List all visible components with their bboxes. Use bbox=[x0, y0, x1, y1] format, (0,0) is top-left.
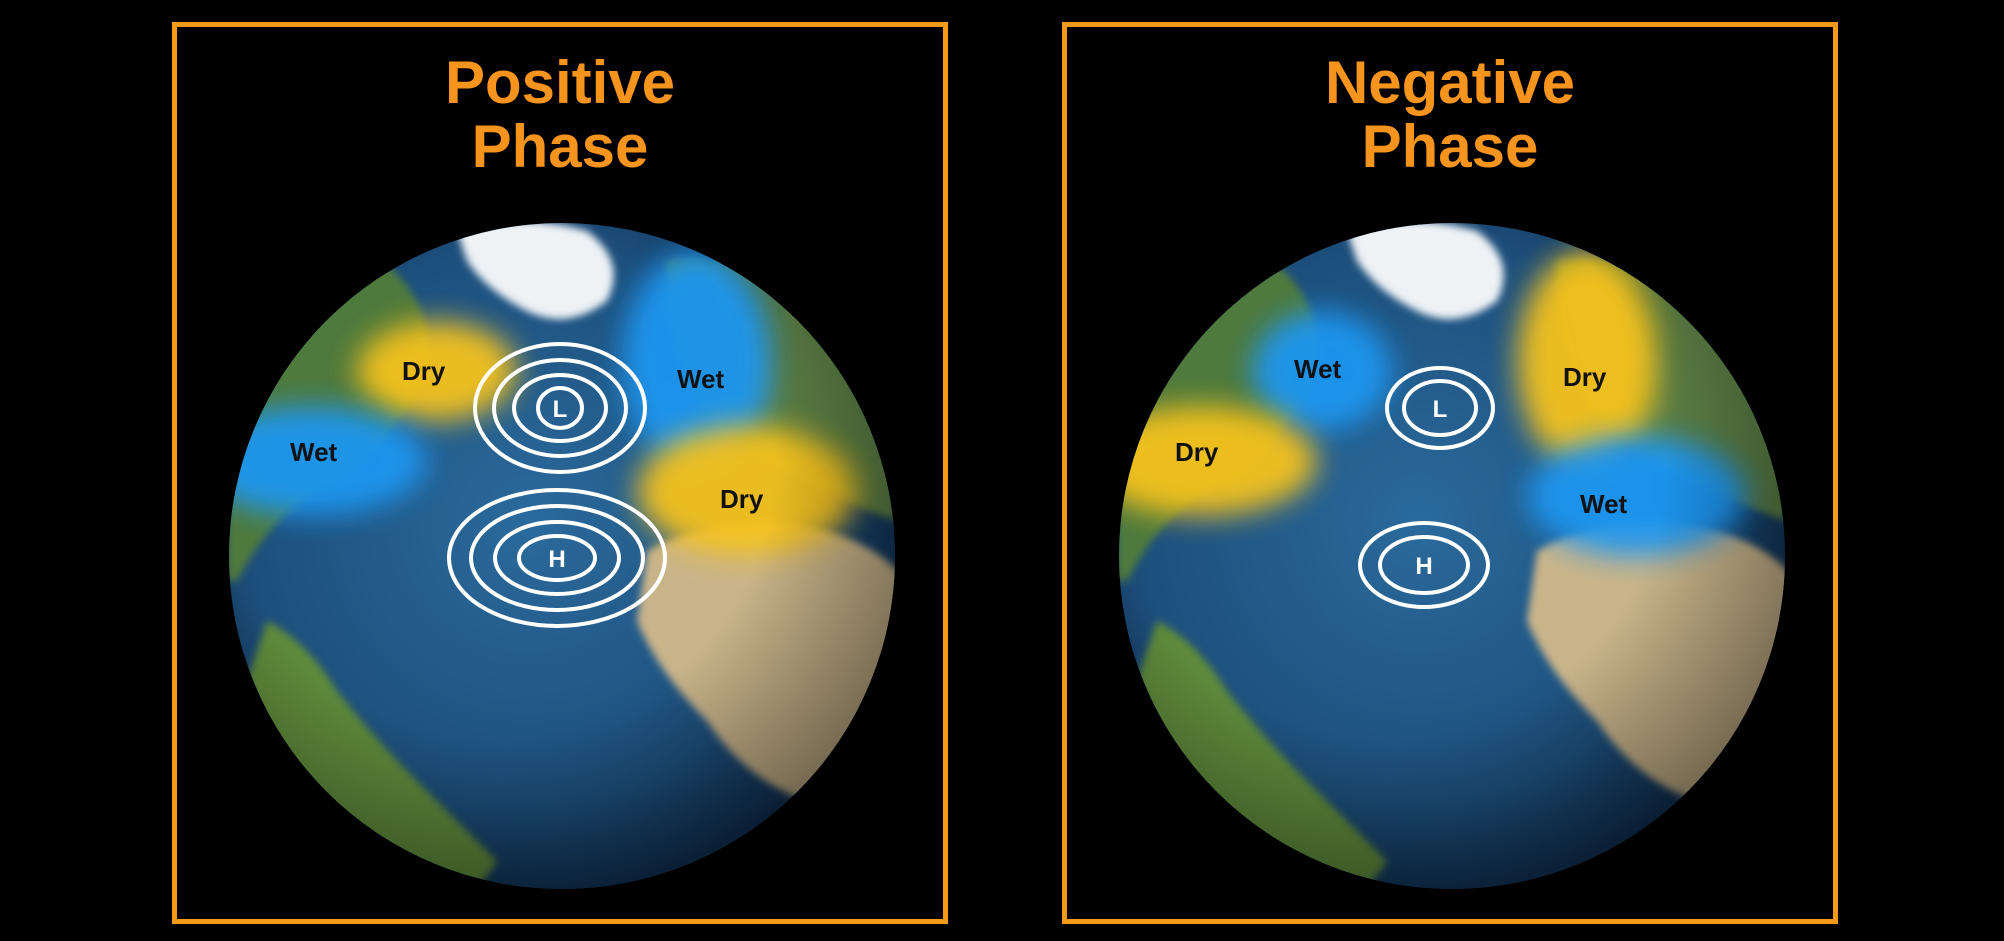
title-line-1: Positive bbox=[444, 49, 676, 116]
label-southern-europe: Dry bbox=[720, 484, 764, 514]
label-north-america: Dry bbox=[402, 356, 446, 386]
low-pressure-contours bbox=[1385, 366, 1495, 450]
negative-phase-panel: Negative Phase bbox=[1062, 22, 1838, 924]
title-line-2: Phase bbox=[471, 113, 649, 180]
globe-positive: Dry Wet Wet Dry L H bbox=[229, 223, 895, 889]
low-pressure-contours bbox=[473, 342, 647, 474]
low-pressure-label: L bbox=[553, 396, 568, 423]
label-north-america: Wet bbox=[1294, 354, 1342, 384]
label-southern-europe: Wet bbox=[1580, 489, 1628, 519]
label-greenland-east: Wet bbox=[677, 364, 725, 394]
label-us-east: Wet bbox=[290, 437, 338, 467]
high-pressure-contours bbox=[447, 488, 667, 628]
globe-negative: Wet Dry Dry Wet L H bbox=[1119, 223, 1785, 889]
title-line-1: Negative bbox=[1324, 49, 1576, 116]
high-pressure-label: H bbox=[548, 546, 565, 573]
positive-phase-panel: Positive Phase bbox=[172, 22, 948, 924]
panel-title: Negative Phase bbox=[1067, 51, 1833, 179]
title-line-2: Phase bbox=[1361, 113, 1539, 180]
label-us-east: Dry bbox=[1175, 437, 1219, 467]
low-pressure-label: L bbox=[1433, 396, 1448, 423]
panel-title: Positive Phase bbox=[177, 51, 943, 179]
high-pressure-contours bbox=[1358, 521, 1490, 609]
label-greenland-east: Dry bbox=[1563, 362, 1607, 392]
high-pressure-label: H bbox=[1415, 553, 1432, 580]
